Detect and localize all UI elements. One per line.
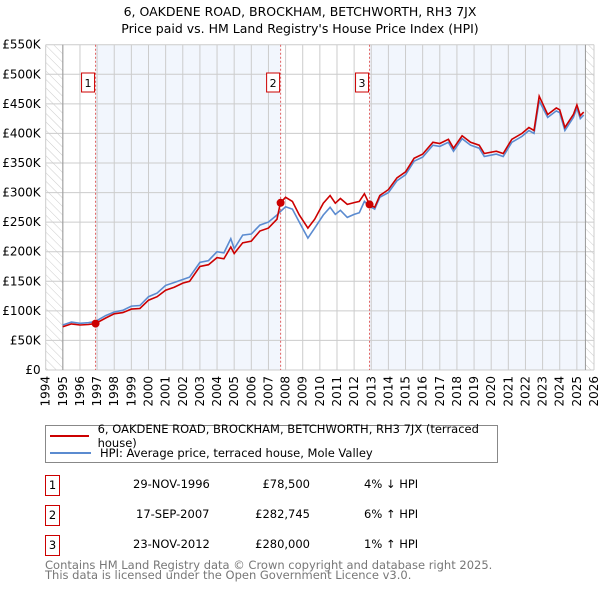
sale-number-badge: 2 (45, 505, 60, 526)
sale-price: £282,745 (255, 507, 310, 521)
x-tick-label: 1999 (124, 376, 138, 407)
no-data-hatch-right (585, 44, 594, 370)
x-tick-label: 2006 (244, 376, 258, 407)
price-chart: 6, OAKDENE ROAD, BROCKHAM, BETCHWORTH, R… (2, 4, 600, 407)
sale-label: 1 (85, 77, 92, 90)
no-data-hatch-left (45, 44, 63, 370)
x-tick-label: 2020 (484, 376, 498, 407)
x-tick-label: 2017 (433, 376, 447, 407)
footer-licence: This data is licensed under the Open Gov… (45, 568, 412, 582)
x-tick-label: 2009 (296, 376, 310, 407)
y-tick-label: £50K (10, 333, 42, 347)
x-tick-label: 2019 (467, 376, 481, 407)
table-row: 3 23-NOV-2012 £280,000 1% ↑ HPI (45, 535, 545, 556)
y-tick-label: £100K (2, 304, 42, 318)
x-tick-label: 2026 (587, 376, 600, 407)
sale-number-badge: 1 (45, 475, 60, 496)
x-tick-label: 2010 (313, 376, 327, 407)
x-tick-label: 2024 (553, 376, 567, 407)
x-tick-label: 1997 (90, 376, 104, 407)
table-row: 2 17-SEP-2007 £282,745 6% ↑ HPI (45, 505, 545, 526)
x-tick-label: 2018 (450, 376, 464, 407)
legend: 6, OAKDENE ROAD, BROCKHAM, BETCHWORTH, R… (45, 422, 498, 463)
y-tick-label: £300K (2, 186, 42, 200)
ownership-period-shade (95, 44, 281, 370)
x-tick-label: 2011 (330, 376, 344, 407)
legend-swatch-blue (50, 452, 91, 454)
y-tick-label: £250K (2, 215, 42, 229)
x-tick-label: 2001 (159, 376, 173, 407)
x-tick-label: 1995 (56, 376, 70, 407)
y-tick-label: £550K (2, 38, 42, 52)
table-row: 1 29-NOV-1996 £78,500 4% ↓ HPI (45, 475, 545, 496)
x-tick-label: 2007 (261, 376, 275, 407)
x-tick-label: 2023 (536, 376, 550, 407)
x-tick-label: 2013 (364, 376, 378, 407)
sale-label-box (266, 72, 281, 93)
x-tick-label: 2005 (227, 376, 241, 407)
chart-subtitle: Price paid vs. HM Land Registry's House … (121, 21, 478, 36)
x-tick-label: 2003 (193, 376, 207, 407)
legend-item-hpi: HPI: Average price, terraced house, Mole… (50, 445, 373, 461)
sale-point (91, 319, 100, 328)
y-tick-label: £500K (2, 67, 42, 81)
ownership-period-shade (369, 44, 586, 370)
x-tick-label: 2014 (381, 376, 395, 407)
sale-hpi-diff: 1% ↑ HPI (364, 537, 419, 551)
sale-price: £280,000 (255, 537, 310, 551)
y-tick-label: £200K (2, 245, 42, 259)
footer: Contains HM Land Registry data © Crown c… (45, 558, 493, 582)
sale-price: £78,500 (262, 477, 310, 491)
y-tick-label: £350K (2, 156, 42, 170)
footer-copyright: Contains HM Land Registry data © Crown c… (45, 558, 493, 572)
sale-date: 17-SEP-2007 (136, 507, 210, 521)
legend-label: 6, OAKDENE ROAD, BROCKHAM, BETCHWORTH, R… (97, 422, 479, 450)
legend-label: HPI: Average price, terraced house, Mole… (100, 446, 373, 460)
sale-hpi-diff: 6% ↑ HPI (364, 507, 419, 521)
sale-point (365, 200, 374, 209)
x-tick-label: 2022 (518, 376, 532, 407)
y-tick-label: £150K (2, 274, 42, 288)
x-tick-label: 2015 (399, 376, 413, 407)
sale-label: 2 (270, 77, 277, 90)
x-tick-label: 2012 (347, 376, 361, 407)
y-tick-label: £400K (2, 126, 42, 140)
y-tick-label: £0 (25, 363, 40, 377)
chart-title: 6, OAKDENE ROAD, BROCKHAM, BETCHWORTH, R… (124, 4, 477, 19)
sale-hpi-diff: 4% ↓ HPI (364, 477, 419, 491)
y-tick-label: £450K (2, 97, 42, 111)
price-paid-series-line (62, 93, 585, 328)
x-tick-label: 2002 (176, 376, 190, 407)
legend-swatch-red (50, 435, 89, 437)
sale-label-box (355, 72, 370, 93)
sale-date: 29-NOV-1996 (133, 477, 210, 491)
x-tick-label: 2016 (416, 376, 430, 407)
x-tick-label: 1998 (107, 376, 121, 407)
sale-date: 23-NOV-2012 (133, 537, 210, 551)
x-tick-label: 2000 (142, 376, 156, 407)
hpi-series-line (62, 98, 585, 326)
x-tick-label: 1994 (39, 376, 53, 407)
sale-label: 3 (359, 77, 366, 90)
sale-label-box (81, 72, 96, 93)
x-tick-label: 2008 (279, 376, 293, 407)
x-tick-label: 2004 (210, 376, 224, 407)
sale-number-badge: 3 (45, 535, 60, 556)
x-tick-label: 2025 (570, 376, 584, 407)
x-tick-label: 1996 (73, 376, 87, 407)
legend-item-property: 6, OAKDENE ROAD, BROCKHAM, BETCHWORTH, R… (50, 422, 497, 450)
sale-point (276, 198, 285, 207)
x-tick-label: 2021 (501, 376, 515, 407)
